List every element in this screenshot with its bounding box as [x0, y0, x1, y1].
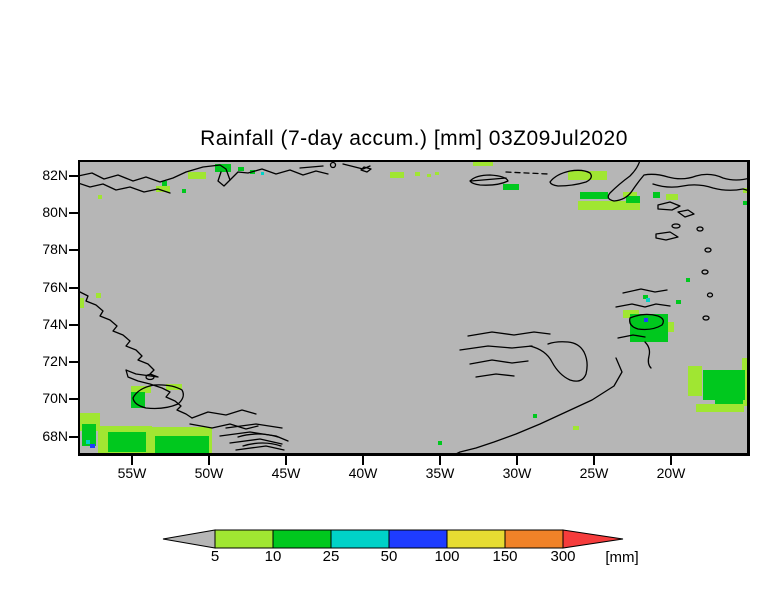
- lat-tick: [69, 212, 78, 214]
- map-frame: [78, 160, 750, 456]
- colorbar-label-150: 150: [492, 548, 518, 565]
- lon-tick: [208, 456, 210, 465]
- lat-tick: [69, 175, 78, 177]
- coastline-paths: [78, 160, 750, 456]
- lon-tick: [362, 456, 364, 465]
- lon-label-35w: 35W: [425, 465, 455, 481]
- colorbar-left-arrow: [162, 529, 216, 549]
- rain-patches-cyan: [86, 172, 650, 444]
- rain-patches-green: [82, 164, 748, 454]
- lat-label-68n: 68N: [42, 428, 68, 444]
- lat-label-72n: 72N: [42, 353, 68, 369]
- lat-tick: [69, 436, 78, 438]
- lon-label-45w: 45W: [271, 465, 301, 481]
- lat-tick: [69, 287, 78, 289]
- lon-tick: [439, 456, 441, 465]
- colorbar-segment-150-300: [504, 529, 564, 549]
- map-canvas: [78, 160, 750, 456]
- lon-tick: [593, 456, 595, 465]
- colorbar: [162, 529, 624, 549]
- colorbar-label-100: 100: [434, 548, 460, 565]
- colorbar-unit-label: [mm]: [605, 549, 639, 566]
- lat-label-78n: 78N: [42, 241, 68, 257]
- lon-tick: [285, 456, 287, 465]
- lat-tick: [69, 361, 78, 363]
- lat-label-82n: 82N: [42, 167, 68, 183]
- colorbar-segment-100-150: [446, 529, 506, 549]
- lon-tick: [516, 456, 518, 465]
- lat-tick: [69, 324, 78, 326]
- map-plot-svg: [78, 160, 750, 456]
- lat-label-70n: 70N: [42, 390, 68, 406]
- lat-tick: [69, 249, 78, 251]
- lon-label-30w: 30W: [502, 465, 532, 481]
- lon-label-50w: 50W: [194, 465, 224, 481]
- colorbar-right-arrow: [562, 529, 624, 549]
- rain-patches-blue: [90, 318, 648, 448]
- lat-label-76n: 76N: [42, 279, 68, 295]
- lon-tick: [131, 456, 133, 465]
- colorbar-label-50: 50: [380, 548, 398, 565]
- colorbar-label-25: 25: [322, 548, 340, 565]
- lat-label-74n: 74N: [42, 316, 68, 332]
- lon-label-25w: 25W: [579, 465, 609, 481]
- lon-label-20w: 20W: [656, 465, 686, 481]
- plot-title: Rainfall (7-day accum.) [mm] 03Z09Jul202…: [200, 127, 628, 150]
- lat-label-80n: 80N: [42, 204, 68, 220]
- colorbar-label-10: 10: [264, 548, 282, 565]
- colorbar-segment-50-100: [388, 529, 448, 549]
- lon-label-55w: 55W: [117, 465, 147, 481]
- colorbar-segment-5-10: [214, 529, 274, 549]
- rain-patches-light-green: [78, 162, 750, 456]
- lat-tick: [69, 398, 78, 400]
- colorbar-segment-10-25: [272, 529, 332, 549]
- lon-label-40w: 40W: [348, 465, 378, 481]
- colorbar-segment-25-50: [330, 529, 390, 549]
- colorbar-label-300: 300: [550, 548, 576, 565]
- colorbar-label-5: 5: [210, 548, 220, 565]
- lon-tick: [670, 456, 672, 465]
